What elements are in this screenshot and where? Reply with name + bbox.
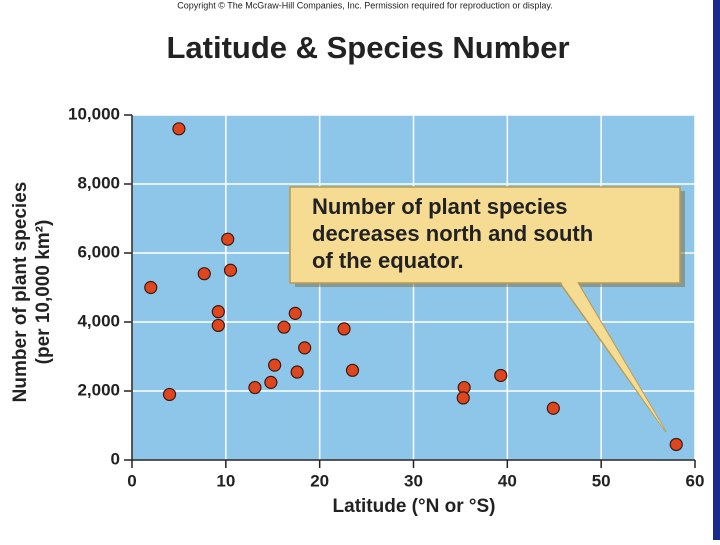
frame-edge bbox=[713, 0, 720, 540]
x-tick-label: 20 bbox=[310, 471, 329, 490]
x-tick-label: 10 bbox=[216, 471, 235, 490]
point bbox=[221, 232, 235, 246]
annotation: Number of plant species decreases north … bbox=[289, 186, 685, 433]
point bbox=[337, 322, 351, 336]
annotation-box bbox=[289, 186, 681, 284]
y-axis-label: (per 10,000 km²) bbox=[33, 220, 54, 365]
point bbox=[456, 391, 470, 405]
y-axis-label: Number of plant species bbox=[10, 182, 31, 403]
y-tick-label: 6,000 bbox=[77, 242, 120, 261]
x-axis-label: Latitude (°N or °S) bbox=[333, 496, 496, 517]
y-tick-label: 10,000 bbox=[68, 104, 120, 123]
annotation-text: of the equator. bbox=[312, 248, 464, 273]
point bbox=[345, 363, 360, 377]
point bbox=[546, 401, 560, 415]
copyright: Copyright © The McGraw-Hill Companies, I… bbox=[177, 0, 552, 10]
point bbox=[494, 368, 508, 383]
x-tick-label: 60 bbox=[686, 471, 705, 490]
x-tick-label: 50 bbox=[592, 471, 611, 490]
x-tick-label: 40 bbox=[498, 471, 517, 490]
point bbox=[172, 122, 186, 136]
annotation-pointer-fill bbox=[561, 282, 666, 432]
point bbox=[211, 305, 225, 319]
point bbox=[669, 437, 683, 452]
point bbox=[197, 267, 211, 281]
chart-title: Latitude & Species Number bbox=[166, 30, 569, 65]
point bbox=[298, 341, 312, 355]
point bbox=[162, 387, 177, 402]
point bbox=[290, 365, 304, 379]
x-tick-label: 30 bbox=[404, 471, 423, 490]
point bbox=[211, 318, 225, 333]
y-tick-label: 4,000 bbox=[77, 311, 120, 330]
point bbox=[144, 280, 158, 295]
point bbox=[223, 263, 238, 277]
point bbox=[264, 375, 278, 389]
annotation-text: Number of plant species bbox=[312, 194, 568, 219]
point bbox=[277, 320, 291, 334]
y-tick-label: 0 bbox=[111, 449, 120, 468]
x-tick-label: 0 bbox=[127, 471, 136, 490]
point bbox=[288, 306, 302, 320]
y-tick-label: 8,000 bbox=[77, 173, 120, 192]
y-tick-label: 2,000 bbox=[77, 380, 120, 399]
annotation-text: decreases north and south bbox=[312, 221, 593, 246]
point bbox=[248, 380, 262, 395]
point bbox=[268, 358, 282, 372]
